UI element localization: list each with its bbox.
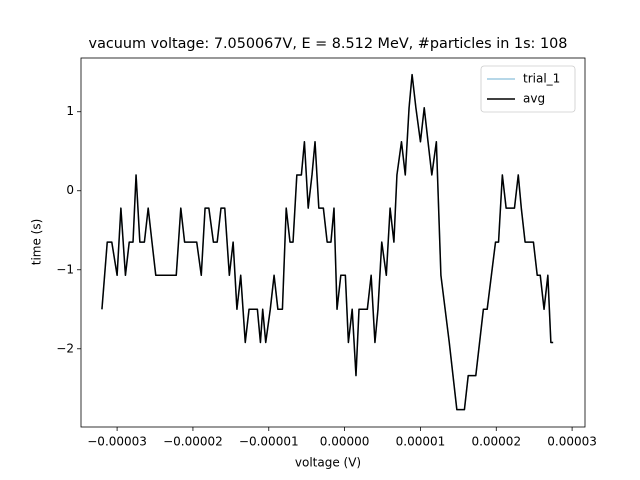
- x-tick-label: −0.00003: [87, 435, 147, 449]
- y-tick-label: −2: [56, 341, 74, 355]
- x-tick-label: −0.00002: [163, 435, 223, 449]
- x-axis-label: voltage (V): [295, 456, 361, 470]
- x-tick-label: −0.00001: [239, 435, 299, 449]
- chart-title: vacuum voltage: 7.050067V, E = 8.512 MeV…: [89, 36, 568, 52]
- legend-box: [480, 65, 576, 113]
- x-tick-label: 0.00001: [396, 435, 446, 449]
- plot-frame: [80, 57, 586, 428]
- x-tick-label: 0.00003: [547, 435, 597, 449]
- x-tick-label: 0.00002: [471, 435, 521, 449]
- x-tick-label: 0.00000: [320, 435, 370, 449]
- line-series: [101, 73, 554, 411]
- y-axis-label: time (s): [30, 219, 44, 266]
- y-tick-label: −1: [56, 262, 74, 276]
- legend-label: avg: [523, 92, 545, 106]
- y-tick-label: 0: [66, 183, 74, 197]
- y-tick-label: 1: [66, 104, 74, 118]
- legend-label: trial_1: [523, 72, 560, 86]
